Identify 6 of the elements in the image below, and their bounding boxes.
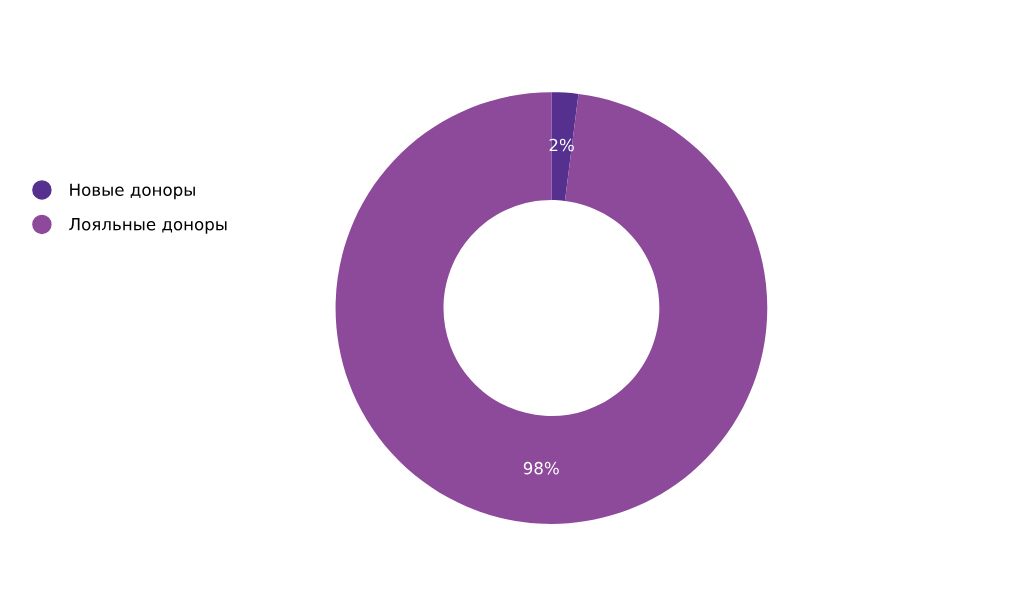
data-label: 2% (549, 138, 574, 152)
donut-slice (551, 92, 579, 201)
data-label: 98% (523, 461, 559, 475)
legend-label: Лояльные доноры (69, 218, 227, 234)
donut-slice (335, 92, 768, 524)
legend-label: Новые доноры (70, 183, 195, 200)
